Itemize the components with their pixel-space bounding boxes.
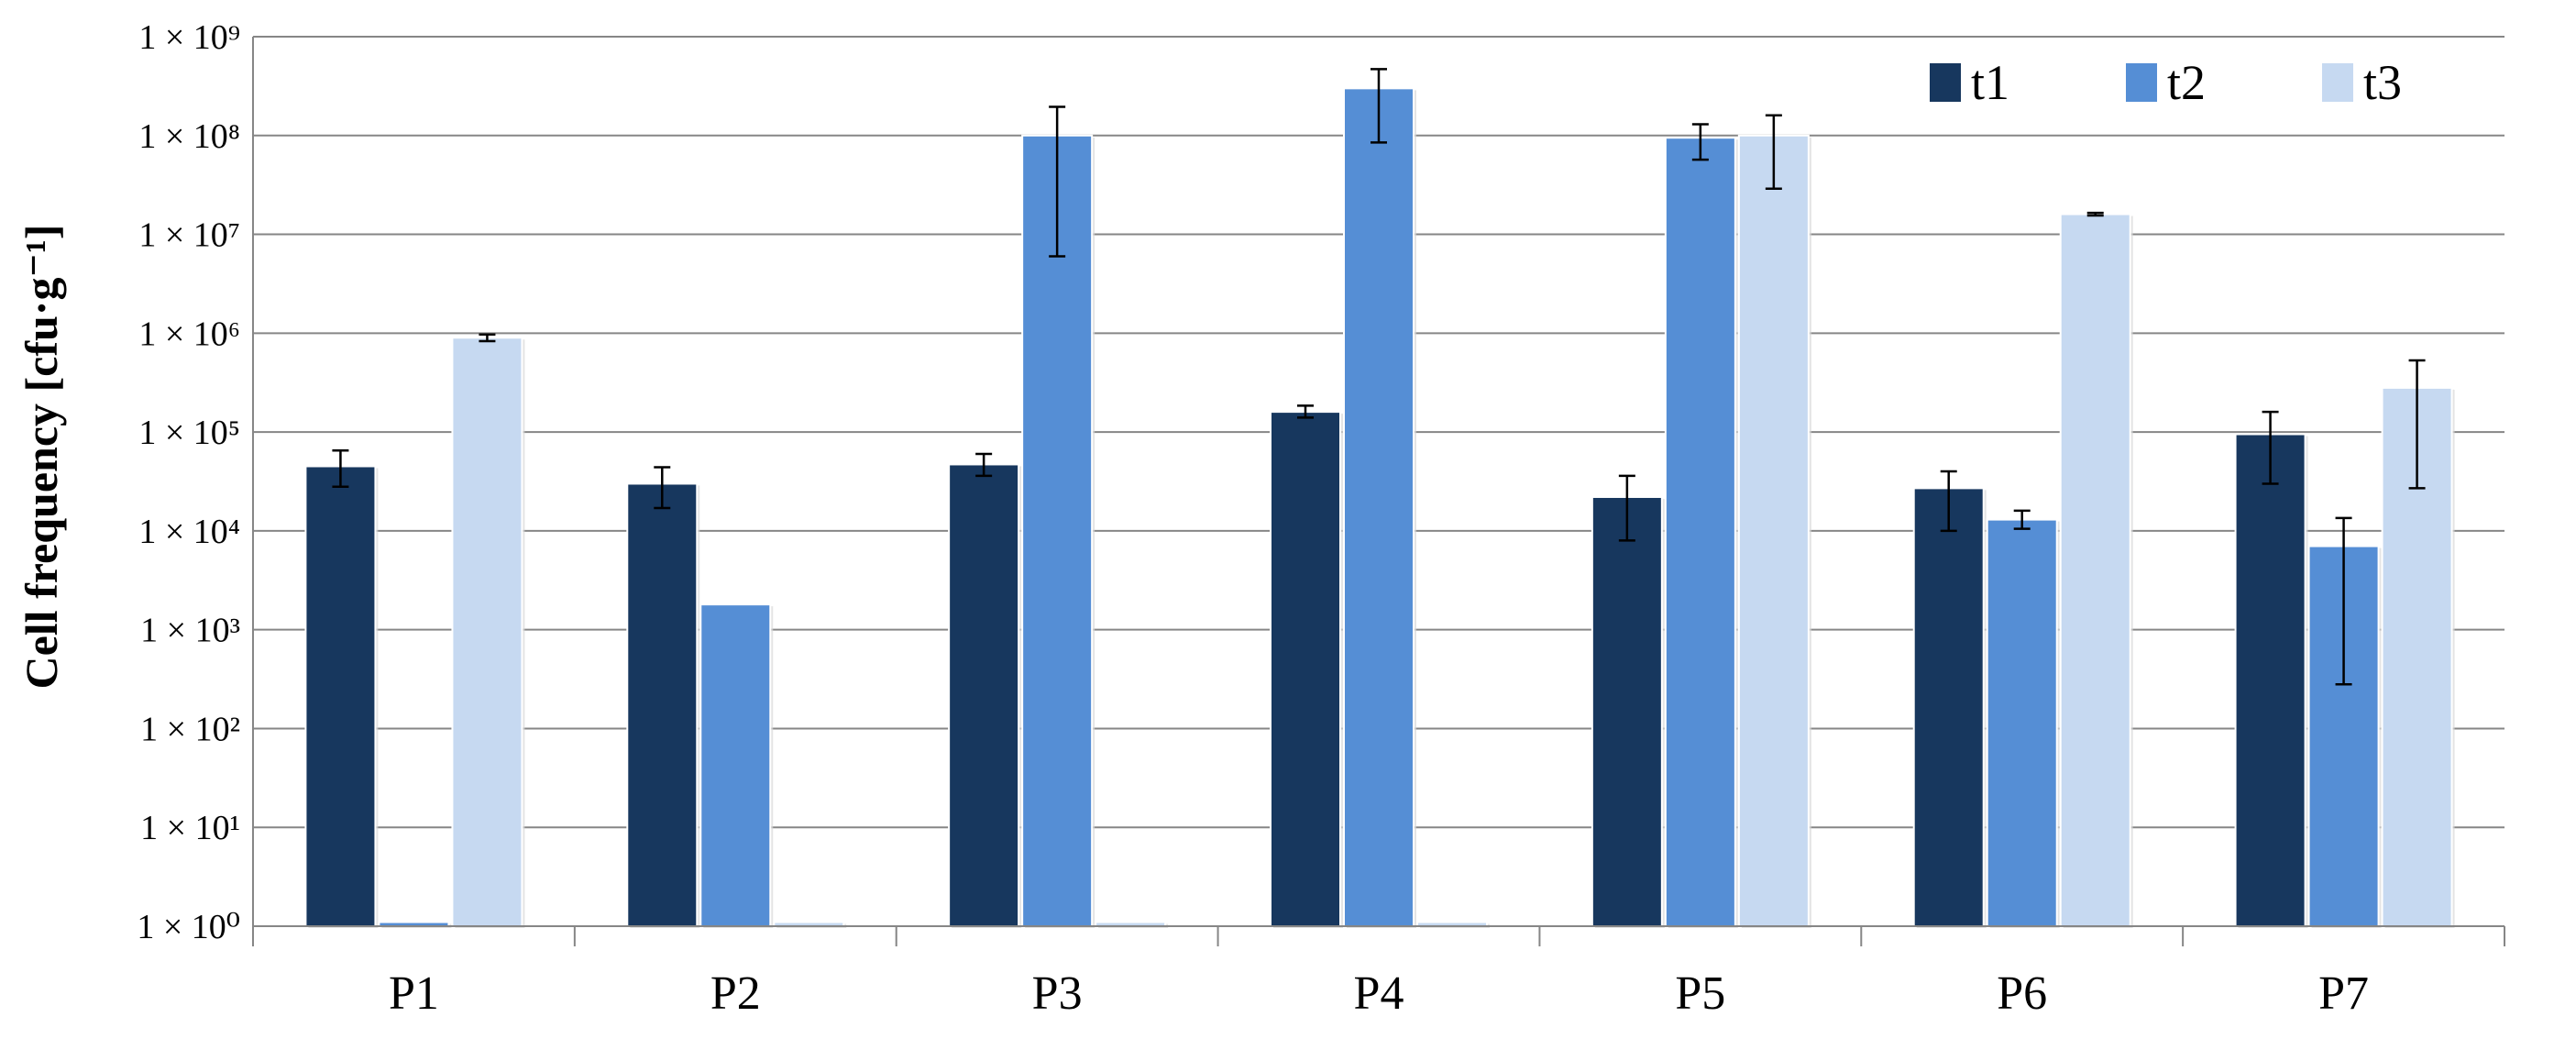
x-tick-label: P2 <box>710 967 761 1020</box>
error-bar-t3-P7 <box>2408 359 2426 490</box>
bar-t2-P7 <box>2307 545 2380 927</box>
bar-t1-P7 <box>2234 433 2306 927</box>
bars <box>304 87 2455 928</box>
legend-swatch <box>2320 61 2355 104</box>
error-bar-t2-P4 <box>1371 68 1387 144</box>
bar-t1-P3 <box>948 463 1020 927</box>
y-tick-label: 1 × 10⁹ <box>138 18 240 57</box>
error-bar-t1-P6 <box>1940 470 1957 533</box>
error-bar-t2-P7 <box>2335 516 2352 686</box>
legend-swatch <box>1928 61 1963 104</box>
bar-t1-P2 <box>626 482 699 927</box>
bar-t1-P6 <box>1912 487 1985 927</box>
x-tick-label: P4 <box>1354 967 1404 1020</box>
bar-t3-P1 <box>451 337 523 928</box>
bar-t2-P4 <box>1343 87 1415 927</box>
bar-t2-P3 <box>1021 134 1094 927</box>
legend-item-t2: t2 <box>2124 55 2206 110</box>
bar-t3-P5 <box>1737 134 1810 927</box>
y-tick-label: 1 × 10⁵ <box>138 414 240 452</box>
error-bar-t1-P1 <box>332 449 349 488</box>
x-tick-label: P5 <box>1675 967 1725 1020</box>
bar-t2-P2 <box>699 603 772 928</box>
y-tick-label: 1 × 10⁶ <box>138 315 240 353</box>
y-tick-label: 1 × 10¹ <box>140 809 240 847</box>
error-bar-t2-P3 <box>1049 105 1066 258</box>
legend-item-t3: t3 <box>2320 55 2402 110</box>
error-bar-t3-P5 <box>1765 114 1782 190</box>
y-tick-label: 1 × 10⁴ <box>138 513 240 551</box>
x-tick-label: P3 <box>1032 967 1083 1020</box>
error-bar-t1-P2 <box>654 466 671 510</box>
error-bar-t2-P6 <box>2013 509 2031 530</box>
bar-t2-P6 <box>1986 518 2058 927</box>
error-bar-t1-P3 <box>975 452 993 478</box>
error-bar-t1-P5 <box>1618 474 1635 542</box>
legend: t1 t2 t3 <box>1928 55 2402 110</box>
x-tick-label: P6 <box>1997 967 2047 1020</box>
legend-swatch <box>2124 61 2159 104</box>
error-bar-t3-P1 <box>479 333 496 343</box>
x-tick-label: P1 <box>389 967 439 1020</box>
y-tick-labels: 1 × 10⁰ 1 × 10¹ 1 × 10² 1 × 10³ 1 × 10⁴ 1 × 1… <box>137 18 240 946</box>
x-tick-label: P7 <box>2318 967 2369 1020</box>
error-bar-t3-P6 <box>2086 211 2104 217</box>
y-tick-label: 1 × 10⁸ <box>138 117 240 156</box>
bar-t2-P5 <box>1664 137 1736 928</box>
legend-item-t1: t1 <box>1928 55 2009 110</box>
axes <box>252 37 2505 946</box>
y-tick-label: 1 × 10⁷ <box>138 216 240 255</box>
y-tick-label: 1 × 10⁰ <box>137 908 240 946</box>
bar-t3-P6 <box>2059 213 2131 927</box>
y-tick-label: 1 × 10² <box>140 710 240 748</box>
y-tick-label: 1 × 10³ <box>140 612 240 650</box>
y-axis-title: Cell frequency [cfu·g⁻¹] <box>16 224 67 689</box>
error-bars <box>332 68 2426 686</box>
x-tick-labels: P1 P2 P3 P4 P5 P6 P7 <box>389 967 2369 1020</box>
error-bar-t1-P4 <box>1297 404 1314 419</box>
bar-t1-P5 <box>1591 495 1663 927</box>
legend-label: t3 <box>2363 55 2402 110</box>
legend-label: t2 <box>2167 55 2206 110</box>
error-bar-t1-P7 <box>2262 410 2279 485</box>
error-bar-t2-P5 <box>1691 123 1709 161</box>
bar-t1-P4 <box>1270 411 1341 927</box>
legend-label: t1 <box>1971 55 2009 110</box>
bar-t1-P1 <box>304 465 377 927</box>
